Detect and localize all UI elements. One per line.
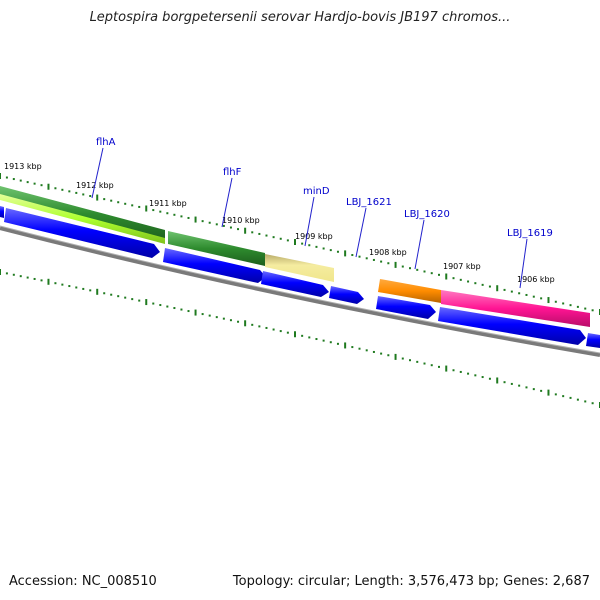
feature-LBJ_1620[interactable]	[378, 279, 441, 303]
leader-line	[355, 207, 367, 258]
gene-label-LBJ_1619[interactable]: LBJ_1619	[507, 228, 553, 239]
cds-arrow[interactable]	[261, 271, 329, 297]
gene-label-minD[interactable]: minD	[303, 186, 330, 197]
cds-arrow[interactable]	[329, 286, 364, 304]
chromosome-backbone	[0, 225, 600, 357]
feature-unnamed-light[interactable]	[0, 194, 165, 244]
gene-label-LBJ_1621[interactable]: LBJ_1621	[346, 197, 392, 208]
leader-line	[519, 238, 528, 289]
leader-line	[91, 147, 104, 199]
leader-line	[414, 219, 425, 270]
scale-label: 1909 kbp	[295, 232, 333, 241]
cds-arrow[interactable]	[376, 296, 436, 319]
scale-ticks-outer	[0, 173, 600, 315]
cds-track	[0, 206, 600, 348]
scale-ticks-inner	[0, 269, 600, 408]
gene-labels: flhA flhF minD LBJ_1621 LBJ_1620 LBJ_161…	[91, 137, 553, 289]
cds-arrow[interactable]	[586, 333, 600, 348]
topology-text: Topology: circular; Length: 3,576,473 bp…	[232, 574, 590, 589]
feature-minD[interactable]	[265, 254, 334, 282]
gene-label-flhA[interactable]: flhA	[96, 137, 116, 148]
leader-line	[221, 177, 233, 228]
cds-arrow[interactable]	[4, 208, 160, 258]
gene-label-LBJ_1620[interactable]: LBJ_1620	[404, 209, 450, 220]
scale-label: 1907 kbp	[443, 262, 481, 271]
feature-track	[0, 186, 590, 327]
feature-LBJ_1619[interactable]	[441, 290, 590, 327]
feature-flhF[interactable]	[168, 231, 265, 266]
scale-label: 1906 kbp	[517, 275, 555, 284]
cds-arrow[interactable]	[163, 248, 266, 283]
accession-text: Accession: NC_008510	[9, 574, 157, 589]
cds-arrow[interactable]	[438, 307, 586, 345]
cds-arrow[interactable]	[0, 206, 4, 218]
scale-label: 1910 kbp	[222, 216, 260, 225]
gene-label-flhF[interactable]: flhF	[223, 167, 242, 178]
scale-label: 1913 kbp	[4, 162, 42, 171]
map-title: Leptospira borgpetersenii serovar Hardjo…	[89, 10, 511, 25]
leader-line	[304, 196, 315, 247]
scale-label: 1908 kbp	[369, 248, 407, 257]
scale-label: 1911 kbp	[149, 199, 187, 208]
